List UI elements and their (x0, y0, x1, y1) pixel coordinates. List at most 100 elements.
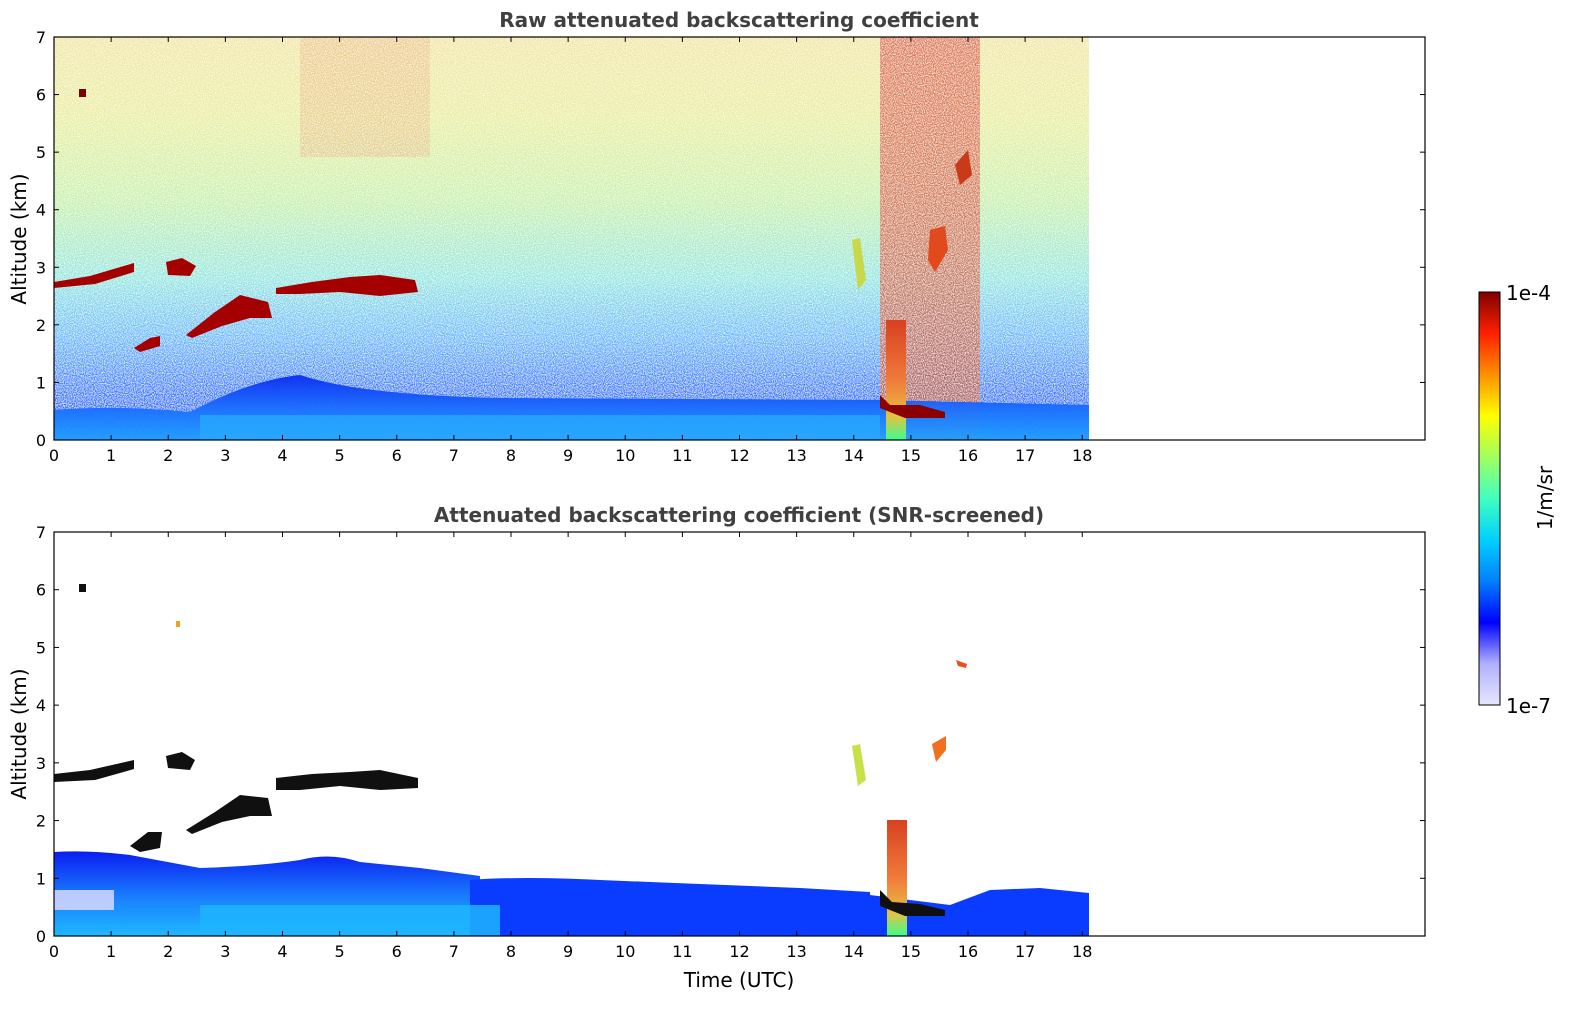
raw-cloud-layer-2 (186, 295, 272, 338)
raw-x-tick-label: 0 (49, 446, 59, 465)
snr-y-tick-label: 2 (36, 812, 46, 831)
raw-surface-band (200, 415, 880, 440)
raw-x-tick-label: 6 (392, 446, 402, 465)
snr-x-tick-label: 14 (844, 942, 864, 961)
snr-x-tick-label: 13 (786, 942, 806, 961)
raw-x-axis: 0 1 2 3 4 5 6 7 8 9 10 11 12 13 14 15 16 17 18 (49, 37, 1092, 465)
raw-haze-left (300, 37, 430, 157)
snr-y-axis: 0 1 2 3 4 5 6 7 (36, 523, 1425, 946)
snr-cloud-patch-1 (130, 832, 162, 852)
raw-streak-3 (955, 150, 972, 185)
snr-cloud-layer-1 (54, 760, 134, 782)
snr-y-axis-label: Altitude (km) (7, 668, 31, 799)
snr-plume-core (887, 820, 907, 936)
raw-y-tick-label: 7 (36, 28, 46, 47)
snr-panel-title: Attenuated backscattering coefficient (S… (434, 503, 1044, 527)
snr-boundary-layer-east (470, 878, 870, 936)
raw-x-tick-label: 2 (163, 446, 173, 465)
colorbar-max-label: 1e-4 (1506, 281, 1551, 305)
raw-x-tick-label: 5 (335, 446, 345, 465)
raw-streak-1 (852, 238, 866, 290)
snr-x-tick-label: 7 (449, 942, 459, 961)
raw-panel-title: Raw attenuated backscattering coefficien… (499, 8, 979, 32)
snr-x-tick-label: 8 (506, 942, 516, 961)
raw-x-tick-label: 14 (844, 446, 864, 465)
snr-x-tick-label: 11 (672, 942, 692, 961)
snr-x-tick-label: 16 (958, 942, 978, 961)
colorbar-gradient (1478, 291, 1501, 706)
raw-heatmap-image (54, 37, 1089, 440)
raw-y-tick-label: 6 (36, 86, 46, 105)
snr-x-tick-label: 10 (615, 942, 635, 961)
raw-x-tick-label: 11 (672, 446, 692, 465)
snr-surface-band (200, 905, 500, 936)
snr-y-tick-label: 4 (36, 696, 46, 715)
snr-x-tick-label: 12 (729, 942, 749, 961)
raw-x-tick-label: 4 (277, 446, 287, 465)
raw-cloud-dot-1 (79, 89, 86, 97)
snr-y-tick-label: 7 (36, 523, 46, 542)
raw-x-tick-label: 13 (786, 446, 806, 465)
snr-y-tick-label: 6 (36, 581, 46, 600)
snr-x-tick-label: 9 (563, 942, 573, 961)
raw-y-tick-label: 4 (36, 201, 46, 220)
raw-x-tick-label: 18 (1072, 446, 1092, 465)
snr-cloud-layer-2 (186, 795, 272, 834)
raw-x-tick-label: 16 (958, 446, 978, 465)
colorbar-min-label: 1e-7 (1506, 694, 1551, 718)
snr-cloud-dot-2 (176, 621, 180, 627)
snr-x-tick-label: 2 (163, 942, 173, 961)
raw-x-tick-label: 3 (220, 446, 230, 465)
raw-y-axis-label: Altitude (km) (7, 173, 31, 304)
raw-cloud-layer-3 (276, 275, 418, 296)
raw-x-tick-label: 17 (1015, 446, 1035, 465)
snr-y-tick-label: 1 (36, 869, 46, 888)
raw-y-tick-label: 5 (36, 143, 46, 162)
raw-y-tick-label: 3 (36, 258, 46, 277)
raw-x-tick-label: 10 (615, 446, 635, 465)
snr-screened-panel: Attenuated backscattering coefficient (S… (7, 503, 1426, 992)
snr-streak-3 (956, 660, 967, 668)
snr-x-tick-label: 6 (392, 942, 402, 961)
snr-y-tick-label: 5 (36, 638, 46, 657)
raw-backscatter-panel: Raw attenuated backscattering coefficien… (7, 8, 1426, 465)
snr-cloud-dot-1 (79, 584, 86, 592)
snr-x-tick-label: 0 (49, 942, 59, 961)
raw-cloud-patch-1 (166, 258, 196, 276)
raw-x-tick-label: 12 (729, 446, 749, 465)
raw-x-tick-label: 9 (563, 446, 573, 465)
x-axis-label: Time (UTC) (683, 968, 795, 992)
snr-x-tick-label: 3 (220, 942, 230, 961)
snr-x-axis: 0 1 2 3 4 5 6 7 8 9 10 11 12 13 14 15 16 17 18 (49, 532, 1092, 961)
snr-y-tick-label: 3 (36, 754, 46, 773)
snr-x-tick-label: 5 (335, 942, 345, 961)
raw-cloud-patch-2 (134, 336, 160, 352)
snr-cloud-layer-3 (276, 770, 418, 790)
colorbar: 1e-4 1e-7 1/m/sr (1478, 281, 1557, 718)
snr-x-tick-label: 17 (1015, 942, 1035, 961)
snr-y-tick-label: 0 (36, 927, 46, 946)
raw-y-tick-label: 0 (36, 431, 46, 450)
snr-x-tick-label: 4 (277, 942, 287, 961)
snr-x-tick-label: 18 (1072, 942, 1092, 961)
snr-heatmap-image (54, 584, 1089, 936)
raw-x-tick-label: 7 (449, 446, 459, 465)
snr-x-tick-label: 1 (106, 942, 116, 961)
colorbar-unit-label: 1/m/sr (1533, 465, 1557, 530)
snr-boundary-layer-far-east (870, 888, 1089, 936)
raw-x-tick-label: 8 (506, 446, 516, 465)
snr-streak-2 (932, 736, 946, 762)
raw-x-tick-label: 1 (106, 446, 116, 465)
snr-streak-1 (852, 744, 866, 786)
raw-y-axis: 0 1 2 3 4 5 6 7 (36, 28, 1425, 450)
snr-surface-haze (54, 890, 114, 910)
raw-plume-core (886, 320, 906, 440)
raw-streak-2 (928, 226, 948, 272)
raw-cloud-layer-1 (54, 263, 134, 288)
raw-y-tick-label: 2 (36, 316, 46, 335)
raw-x-tick-label: 15 (901, 446, 921, 465)
raw-low-cloud (880, 395, 945, 418)
snr-cloud-patch-2 (166, 752, 195, 770)
raw-y-tick-label: 1 (36, 373, 46, 392)
